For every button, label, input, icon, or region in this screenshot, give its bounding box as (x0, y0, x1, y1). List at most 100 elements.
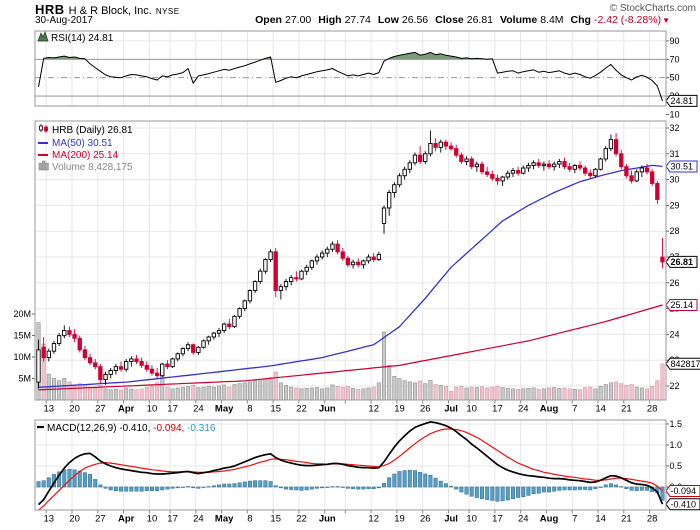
svg-text:50: 50 (670, 73, 680, 83)
svg-text:21: 21 (621, 404, 632, 415)
company-name: H & R Block, Inc. (68, 5, 152, 17)
macd-signal-line (38, 428, 663, 510)
svg-text:31: 31 (670, 149, 680, 159)
svg-text:24.81: 24.81 (671, 96, 694, 106)
quote-label: Open (255, 14, 282, 26)
svg-text:28: 28 (647, 514, 658, 525)
candles-layer (36, 130, 665, 389)
quote-summary-row: Open 27.00 High 27.74 Low 26.56 Close 26.81 Volu… (248, 14, 670, 26)
main-callouts: 30.51 26.81 25.14 842817 (665, 160, 700, 370)
svg-text:10M: 10M (13, 352, 31, 362)
svg-text:14: 14 (595, 404, 606, 415)
svg-text:17: 17 (492, 514, 503, 525)
svg-text:May: May (215, 514, 234, 525)
date-axis-lower: 13 20 27 Apr 10 17 24 May 8 15 22 Jun 12 19 26 Jul 10 17 2… (44, 510, 658, 525)
svg-text:22: 22 (296, 514, 307, 525)
svg-text:5M: 5M (18, 374, 31, 384)
chart-header: HRB H & R Block, Inc. NYSE © StockCharts.c… (0, 0, 700, 28)
svg-text:25.14: 25.14 (671, 300, 694, 310)
svg-text:Apr: Apr (118, 514, 135, 525)
svg-text:1.5: 1.5 (670, 419, 683, 429)
svg-text:842817: 842817 (671, 359, 700, 369)
svg-text:27: 27 (95, 514, 106, 525)
svg-text:8: 8 (247, 514, 252, 525)
quote-value: 27.74 (344, 14, 371, 26)
weekly-gridlines (45, 31, 651, 510)
macd-main-line (37, 421, 664, 506)
svg-text:28: 28 (647, 404, 658, 415)
change-down-arrow-icon: ▼ (662, 16, 670, 25)
svg-text:Jul: Jul (444, 514, 458, 525)
svg-text:10: 10 (147, 404, 158, 415)
svg-text:24: 24 (518, 514, 529, 525)
svg-text:10: 10 (466, 404, 477, 415)
svg-text:10: 10 (670, 110, 680, 120)
svg-text:12: 12 (368, 404, 379, 415)
svg-text:22: 22 (296, 404, 307, 415)
quote-value: 26.81 (466, 14, 494, 26)
quote-value: 8.4M (540, 14, 564, 26)
svg-text:15: 15 (270, 514, 281, 525)
svg-text:27: 27 (95, 404, 106, 415)
svg-text:21: 21 (621, 514, 632, 525)
panel-borders (34, 30, 667, 511)
svg-text:28: 28 (670, 226, 680, 236)
svg-text:20: 20 (69, 514, 80, 525)
svg-text:19: 19 (394, 404, 405, 415)
svg-text:19: 19 (394, 514, 405, 525)
quote-value: 27.00 (284, 14, 312, 26)
title-row: HRB H & R Block, Inc. NYSE (35, 1, 180, 19)
svg-text:24: 24 (518, 404, 529, 415)
svg-text:13: 13 (44, 514, 55, 525)
ma50-line (38, 164, 663, 388)
date-axis-upper: 13 20 27 Apr 10 17 24 May 8 15 22 Jun 12 19 26 Jul 10 17 2… (44, 400, 658, 415)
stock-chart-svg: RSI(14) 24.81 90 70 50 30 10 24.81 HRB (Daily) … (13, 30, 700, 525)
svg-text:7: 7 (572, 404, 577, 415)
svg-text:HRB (Daily) 26.81: HRB (Daily) 26.81 (52, 125, 133, 136)
svg-text:Aug: Aug (540, 404, 559, 415)
panel-backgrounds (35, 31, 666, 510)
svg-text:-0.410: -0.410 (671, 499, 697, 509)
svg-text:26: 26 (420, 404, 431, 415)
svg-text:-0.094: -0.094 (671, 486, 697, 496)
quote-label: Close (435, 14, 464, 26)
svg-text:8: 8 (247, 404, 252, 415)
svg-text:10: 10 (147, 514, 158, 525)
rsi-right-axis: 9070503010 (666, 36, 680, 120)
svg-text:RSI(14) 24.81: RSI(14) 24.81 (51, 33, 114, 44)
svg-text:26: 26 (420, 514, 431, 525)
svg-text:24: 24 (670, 329, 680, 339)
quote-label: High (318, 14, 342, 26)
svg-text:30.51: 30.51 (671, 162, 694, 172)
rsi-label: RSI(14) 24.81 (37, 30, 114, 44)
svg-text:Apr: Apr (118, 404, 135, 415)
ticker-symbol: HRB (35, 2, 65, 17)
svg-text:14: 14 (595, 514, 606, 525)
svg-text:26.81: 26.81 (671, 257, 694, 267)
chart-date: 30-Aug-2017 (35, 15, 93, 26)
svg-text:22: 22 (670, 381, 680, 391)
macd-right-axis: 1.51.00.50.0 (666, 419, 682, 492)
svg-text:30: 30 (670, 175, 680, 185)
svg-text:32: 32 (670, 123, 680, 133)
svg-text:20: 20 (69, 404, 80, 415)
svg-text:17: 17 (167, 514, 178, 525)
svg-text:15: 15 (270, 404, 281, 415)
svg-text:13: 13 (44, 404, 55, 415)
volume-left-axis: 20M 15M 10M 5M (13, 309, 35, 384)
quote-value: -2.42 (-8.28%) (593, 14, 662, 26)
svg-text:10: 10 (466, 514, 477, 525)
svg-text:29: 29 (670, 200, 680, 210)
quote-label: Low (377, 14, 399, 26)
stockcharts-copyright-link[interactable]: © StockCharts.com (609, 3, 696, 14)
svg-text:Volume 8,428,175: Volume 8,428,175 (52, 162, 133, 173)
svg-text:Jun: Jun (319, 514, 336, 525)
quote-label: Chg (570, 14, 591, 26)
svg-text:20M: 20M (13, 309, 31, 319)
quote-label: Volume (500, 14, 538, 26)
svg-text:Jul: Jul (444, 404, 458, 415)
svg-text:24: 24 (193, 404, 204, 415)
svg-text:0.5: 0.5 (670, 461, 683, 471)
